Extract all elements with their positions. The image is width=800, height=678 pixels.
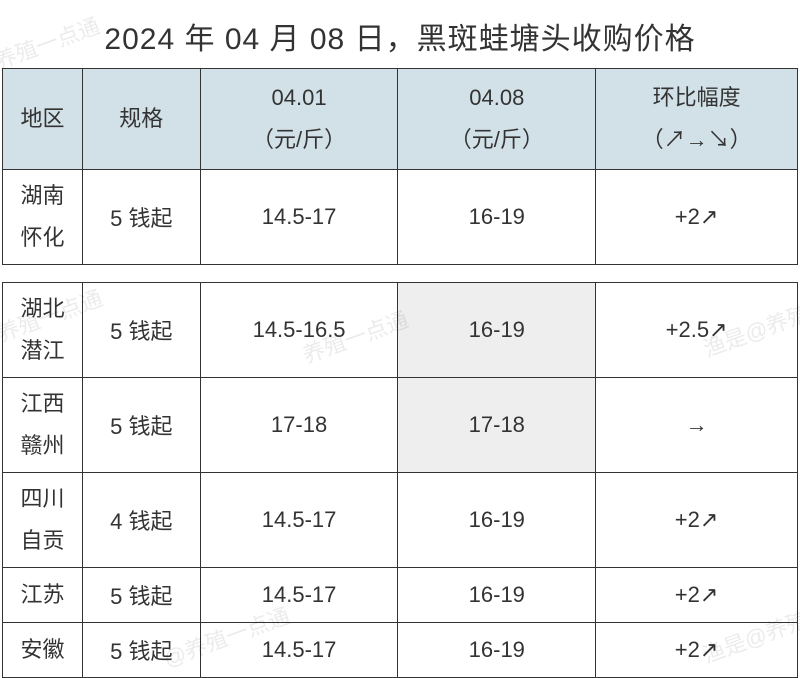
page-title: 2024 年 04 月 08 日，黑斑蛙塘头收购价格 bbox=[0, 0, 800, 68]
header-row: 地区 规格 04.01 （元/斤） 04.08 （元/斤） 环比幅度 （↗→↘） bbox=[3, 69, 798, 170]
cell-price2: 16-19 bbox=[398, 623, 596, 678]
cell-spec: 5 钱起 bbox=[82, 170, 200, 265]
col-price2-l1: 04.08 bbox=[398, 77, 595, 119]
cell-trend: +2↗ bbox=[596, 170, 798, 265]
table-row: 湖北潜江5 钱起14.5-16.516-19+2.5↗ bbox=[3, 283, 798, 378]
cell-region: 江西赣州 bbox=[3, 378, 83, 473]
table-row: 四川自贡4 钱起14.5-1716-19+2↗ bbox=[3, 473, 798, 568]
col-trend: 环比幅度 （↗→↘） bbox=[596, 69, 798, 170]
cell-price2: 16-19 bbox=[398, 473, 596, 568]
cell-region: 江苏 bbox=[3, 568, 83, 623]
cell-spec: 5 钱起 bbox=[82, 283, 200, 378]
cell-trend: → bbox=[596, 378, 798, 473]
col-price2-l2: （元/斤） bbox=[398, 119, 595, 161]
cell-spec: 4 钱起 bbox=[82, 473, 200, 568]
table-row: 安徽5 钱起14.5-1716-19+2↗ bbox=[3, 623, 798, 678]
cell-price1: 14.5-16.5 bbox=[200, 283, 398, 378]
cell-price2: 17-18 bbox=[398, 378, 596, 473]
cell-spec: 5 钱起 bbox=[82, 568, 200, 623]
col-trend-l1: 环比幅度 bbox=[596, 77, 797, 119]
cell-spec: 5 钱起 bbox=[82, 378, 200, 473]
cell-price1: 17-18 bbox=[200, 378, 398, 473]
cell-trend: +2.5↗ bbox=[596, 283, 798, 378]
col-trend-l2: （↗→↘） bbox=[596, 119, 797, 161]
col-price1: 04.01 （元/斤） bbox=[200, 69, 398, 170]
col-price2: 04.08 （元/斤） bbox=[398, 69, 596, 170]
col-price1-l1: 04.01 bbox=[201, 77, 398, 119]
gap-row bbox=[3, 265, 798, 283]
cell-price2: 16-19 bbox=[398, 170, 596, 265]
cell-trend: +2↗ bbox=[596, 623, 798, 678]
cell-region: 四川自贡 bbox=[3, 473, 83, 568]
cell-spec: 5 钱起 bbox=[82, 623, 200, 678]
col-region: 地区 bbox=[3, 69, 83, 170]
table-row: 江苏5 钱起14.5-1716-19+2↗ bbox=[3, 568, 798, 623]
cell-region: 安徽 bbox=[3, 623, 83, 678]
cell-trend: +2↗ bbox=[596, 473, 798, 568]
col-price1-l2: （元/斤） bbox=[201, 119, 398, 161]
table-row: 湖南怀化5 钱起14.5-1716-19+2↗ bbox=[3, 170, 798, 265]
table-row: 江西赣州5 钱起17-1817-18→ bbox=[3, 378, 798, 473]
cell-region: 湖南怀化 bbox=[3, 170, 83, 265]
cell-price2: 16-19 bbox=[398, 283, 596, 378]
cell-price1: 14.5-17 bbox=[200, 568, 398, 623]
cell-region: 湖北潜江 bbox=[3, 283, 83, 378]
cell-price1: 14.5-17 bbox=[200, 623, 398, 678]
cell-price1: 14.5-17 bbox=[200, 170, 398, 265]
cell-price2: 16-19 bbox=[398, 568, 596, 623]
price-table: 地区 规格 04.01 （元/斤） 04.08 （元/斤） 环比幅度 （↗→↘）… bbox=[2, 68, 798, 678]
col-spec: 规格 bbox=[82, 69, 200, 170]
cell-trend: +2↗ bbox=[596, 568, 798, 623]
cell-price1: 14.5-17 bbox=[200, 473, 398, 568]
